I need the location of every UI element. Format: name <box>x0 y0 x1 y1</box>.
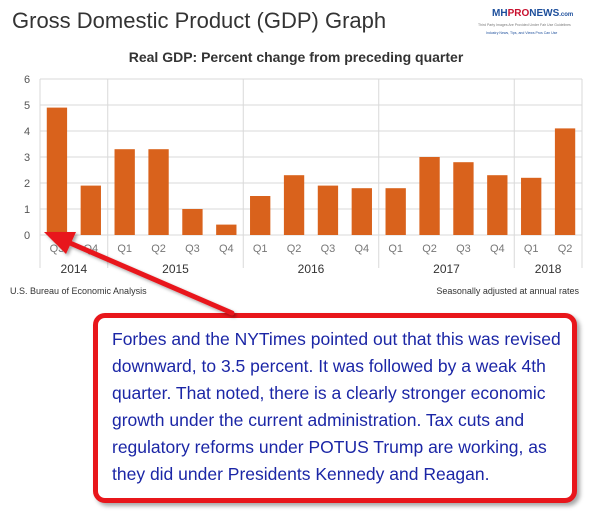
bar <box>80 185 101 235</box>
x-tick-label: Q2 <box>558 243 573 255</box>
mhpronews-logo: MHPRONEWS.com Third Party Images Are Pro… <box>478 6 590 42</box>
logo-tagline-2: Industry News, Tips, and Views Pros Can … <box>486 31 558 35</box>
bar <box>250 196 271 235</box>
x-tick-label: Q1 <box>388 243 403 255</box>
logo-pro: PRO <box>507 8 530 19</box>
x-tick-label: Q3 <box>185 243 200 255</box>
gdp-bar-chart: Real GDP: Percent change from preceding … <box>24 49 583 276</box>
y-tick-label: 2 <box>24 178 30 190</box>
y-tick-label: 4 <box>24 126 30 138</box>
label-layer: 0 1 2 3 4 5 6 Q3 Q4 Q1 Q2 Q3 Q4 Q1 Q2 Q3 Q4 Q1 Q2 Q3 Q4 Q1 Q2 2… <box>24 74 572 276</box>
x-tick-label: Q4 <box>490 243 505 255</box>
year-label: 2014 <box>61 262 88 276</box>
source-label: U.S. Bureau of Economic Analysis <box>10 286 147 296</box>
bar <box>148 149 169 235</box>
bar <box>419 157 440 235</box>
year-label: 2018 <box>535 262 562 276</box>
seasonal-note: Seasonally adjusted at annual rates <box>436 286 579 296</box>
x-tick-label: Q2 <box>151 243 166 255</box>
bar <box>385 188 406 235</box>
bar <box>521 177 542 235</box>
year-label: 2016 <box>298 262 325 276</box>
bar <box>487 175 508 235</box>
chart-title: Real GDP: Percent change from preceding … <box>129 49 464 65</box>
y-tick-label: 5 <box>24 100 30 112</box>
bar <box>46 107 68 235</box>
bar <box>351 188 372 235</box>
annotation-box: Forbes and the NYTimes pointed out that … <box>93 313 577 503</box>
logo-mh: MH <box>492 8 508 19</box>
year-label: 2017 <box>433 262 460 276</box>
x-tick-label: Q4 <box>83 243 98 255</box>
x-tick-label: Q1 <box>253 243 268 255</box>
year-label: 2015 <box>162 262 189 276</box>
x-tick-label: Q2 <box>422 243 437 255</box>
x-tick-label: Q1 <box>117 243 132 255</box>
x-tick-label: Q4 <box>354 243 369 255</box>
bar <box>114 149 135 235</box>
logo-news: NEWS <box>529 8 560 19</box>
bar-layer <box>46 107 576 235</box>
x-tick-label: Q3 <box>456 243 471 255</box>
logo-wordmark: MHPRONEWS.com <box>492 8 573 19</box>
bar <box>317 185 339 235</box>
y-tick-label: 3 <box>24 152 30 164</box>
x-tick-label: Q1 <box>524 243 539 255</box>
x-tick-label: Q3 <box>50 243 65 255</box>
x-tick-label: Q3 <box>321 243 336 255</box>
y-tick-label: 0 <box>24 230 30 242</box>
y-tick-label: 1 <box>24 204 30 216</box>
x-tick-label: Q2 <box>287 243 302 255</box>
y-tick-label: 6 <box>24 74 30 86</box>
logo-tagline: Third Party Images Are Provided Under Fa… <box>478 23 571 27</box>
logo-com: .com <box>559 12 574 18</box>
bar <box>453 162 474 235</box>
bar <box>182 209 203 235</box>
bar <box>283 175 305 235</box>
page-title: Gross Domestic Product (GDP) Graph <box>12 8 387 33</box>
bar <box>216 224 237 235</box>
x-tick-label: Q4 <box>219 243 234 255</box>
bar <box>554 128 576 235</box>
annotation-text: Forbes and the NYTimes pointed out that … <box>112 329 561 484</box>
